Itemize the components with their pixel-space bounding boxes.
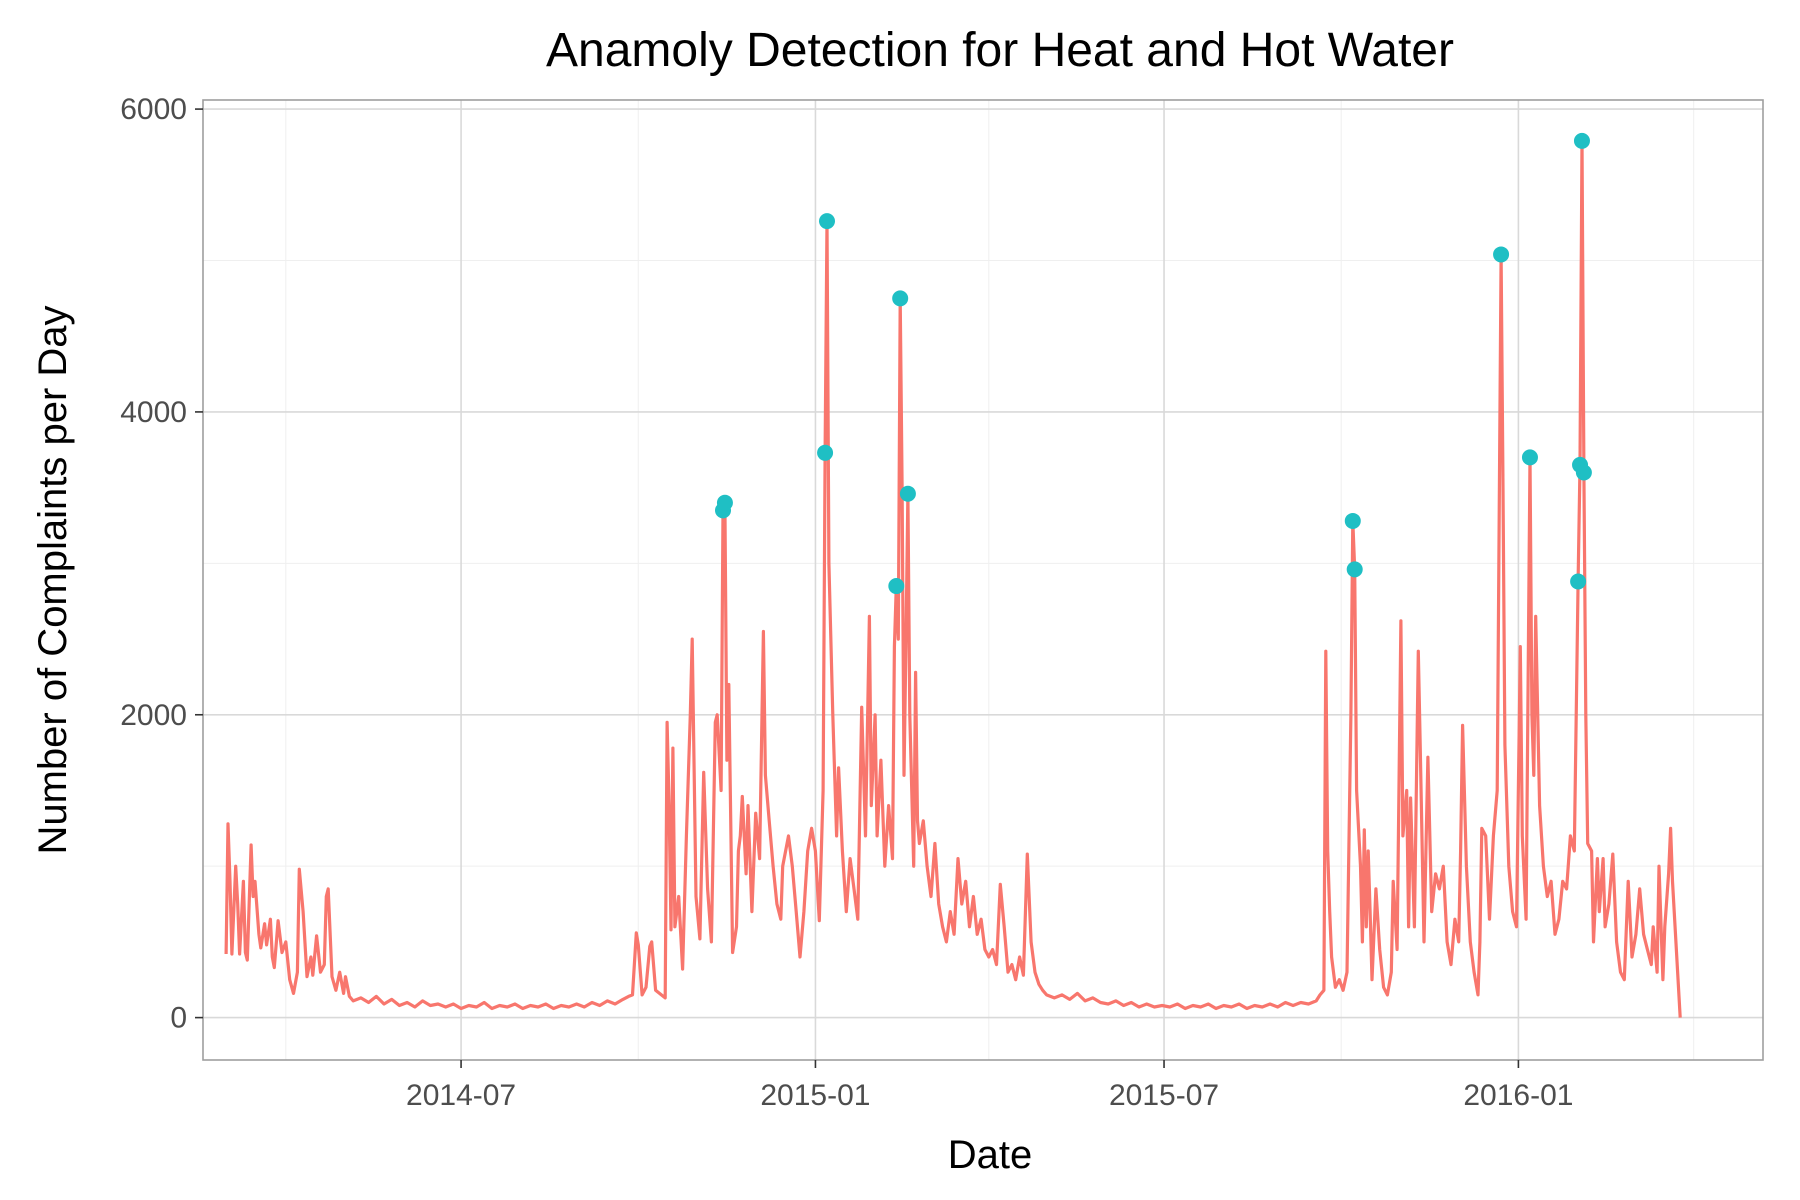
y-tick-label: 6000 [120,93,187,126]
x-tick-label: 2015-07 [1109,1079,1219,1112]
anomaly-point [1570,573,1587,590]
anomaly-point [1573,132,1590,149]
x-tick-label: 2016-01 [1463,1079,1573,1112]
anomaly-point [1575,464,1592,481]
anomaly-point [819,213,835,230]
x-tick-label: 2015-01 [760,1079,870,1112]
anomaly-point [899,485,916,502]
anomaly-point [716,494,733,511]
complaints-line [224,139,1682,1018]
anomaly-point [1344,512,1361,529]
chart-title: Anamoly Detection for Heat and Hot Water [546,24,1454,77]
data-series [224,132,1682,1018]
y-tick-label: 0 [170,1002,187,1035]
anomaly-point [892,290,909,307]
anomaly-point [888,578,905,595]
y-tick-label: 4000 [120,396,187,429]
anomaly-point [1521,449,1538,466]
anomaly-point [817,444,834,461]
major-gridlines [203,100,1763,1060]
x-tick-label: 2014-07 [406,1079,516,1112]
plot-panel-border [202,99,1764,1061]
x-axis: 2014-07 2015-01 2015-07 2016-01 [406,1060,1573,1112]
minor-gridlines [203,100,1763,1060]
y-tick-label: 2000 [120,699,187,732]
y-axis: 0 2000 4000 6000 [120,93,203,1035]
anomaly-point [1493,246,1510,263]
anomaly-point [1346,561,1363,578]
x-axis-title: Date [948,1133,1033,1177]
grid [203,100,1763,1060]
y-axis-title: Number of Complaints per Day [31,305,75,854]
